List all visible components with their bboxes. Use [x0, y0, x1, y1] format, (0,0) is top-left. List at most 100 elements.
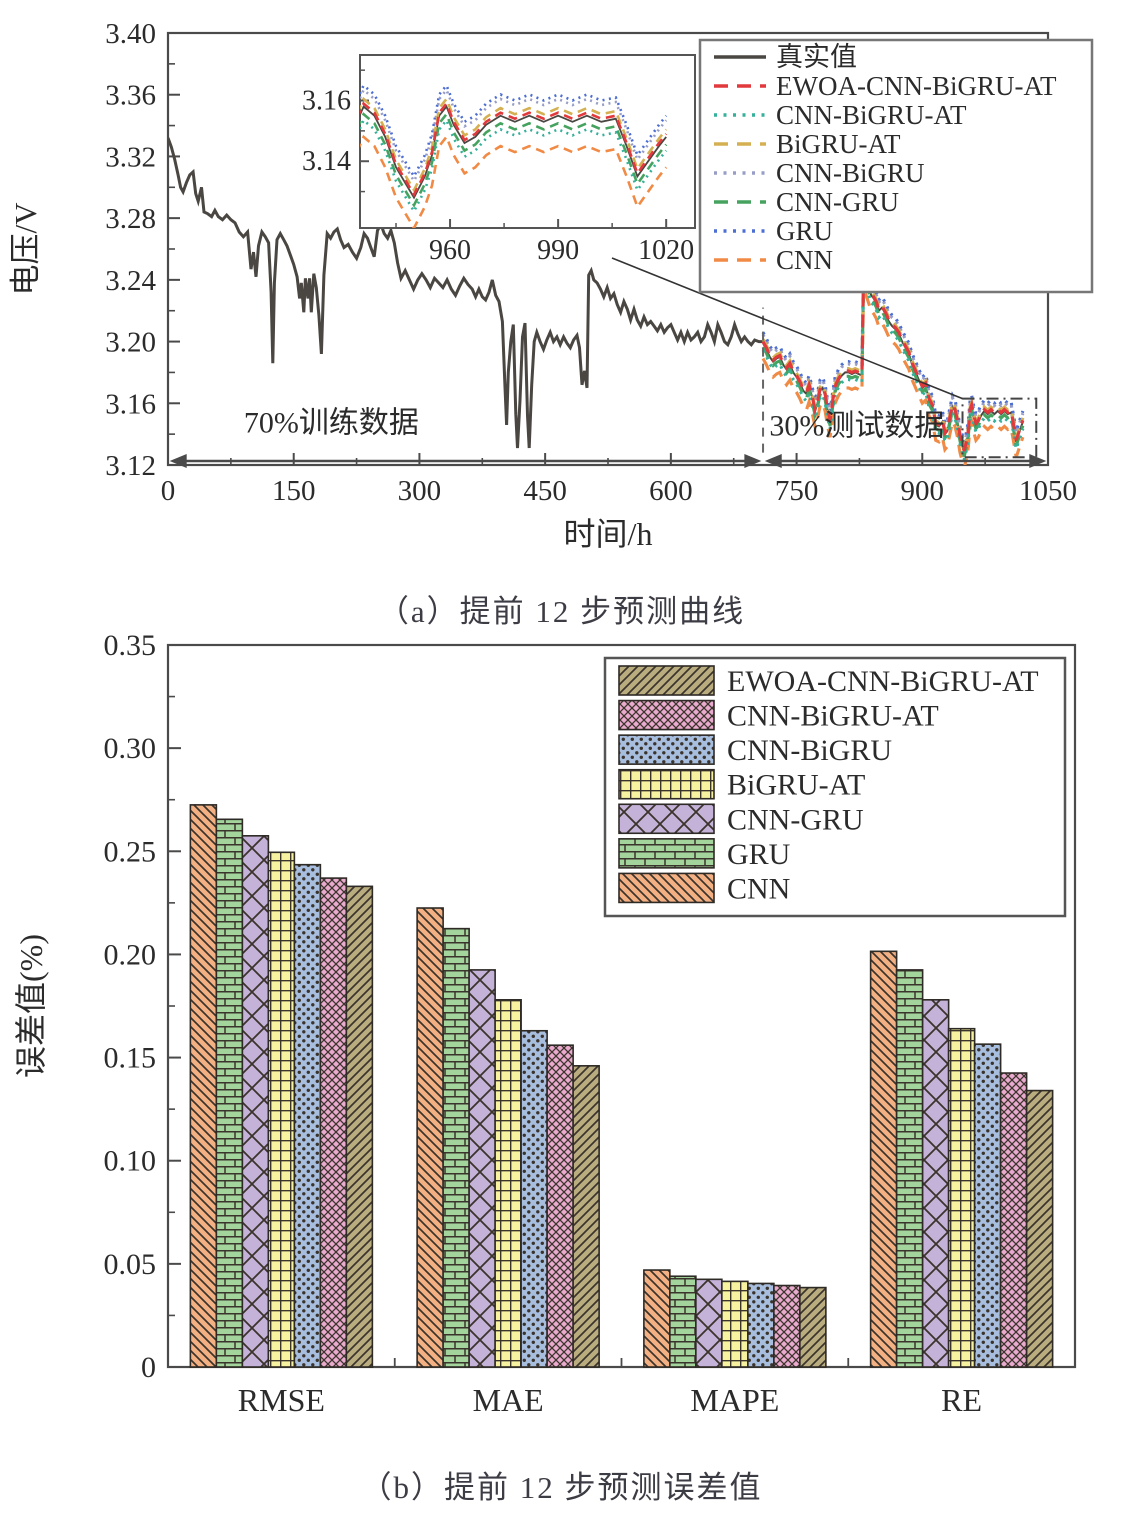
legend-swatch-GRU: [618, 838, 715, 869]
legend-swatch-BiGRU-AT: [618, 768, 715, 800]
y-tick-label: 3.16: [105, 388, 156, 420]
bar-MAE-CNN: [416, 907, 444, 1368]
y-tick-label: 3.12: [105, 450, 156, 482]
bar-MAE-GRU: [442, 927, 470, 1368]
train-range-arrow-left-arrowhead: [169, 454, 187, 468]
bar-RE-CNN-BiGRU: [973, 1043, 1002, 1368]
legend-label-GRU: GRU: [776, 216, 833, 246]
legend-swatch-EWOA-CNN-BiGRU-AT: [618, 665, 715, 696]
x-tick-label: 450: [523, 475, 567, 507]
inset-series-CNN: [360, 134, 668, 228]
legend-label-CNN-GRU: CNN-GRU: [727, 803, 864, 836]
inset-series-GRU: [360, 82, 668, 180]
category-label-MAE: MAE: [473, 1382, 544, 1418]
zoom-source-box: [961, 397, 1038, 459]
y-tick-label: 0.10: [104, 1145, 157, 1178]
line-chart-container: 0 150 300 450 600 750 900 1050 3.12 3.16 3.20 3.24 3…: [0, 0, 1123, 617]
bar-MAPE-GRU: [669, 1275, 697, 1368]
bar-MAPE-CNN: [643, 1269, 671, 1368]
x-tick-label: 0: [161, 475, 176, 507]
zoom-connector-line: [611, 257, 963, 400]
series-CNN: [761, 287, 1025, 465]
x-tick-label: 300: [398, 475, 442, 507]
legend-label-EWOA-CNN-BiGRU-AT: EWOA-CNN-BiGRU-AT: [776, 71, 1057, 101]
bar-RMSE-BiGRU-AT: [267, 851, 296, 1368]
inset-x-tick-label: 960: [429, 235, 471, 266]
caption-a: （a）提前 12 步预测曲线: [377, 594, 746, 629]
legend-swatch-CNN-BiGRU-AT: [618, 699, 715, 731]
bar-RE-EWOA-CNN-BiGRU-AT: [1025, 1089, 1054, 1368]
inset-frame: [359, 54, 696, 229]
category-label-MAPE: MAPE: [690, 1382, 779, 1418]
legend-label-CNN: CNN: [727, 872, 790, 905]
bar-RE-GRU: [895, 969, 924, 1368]
y-tick-label: 0.35: [104, 629, 157, 662]
series-CNN-GRU: [761, 275, 1025, 457]
bar-RMSE-CNN-BiGRU-AT: [319, 877, 348, 1368]
y-tick-label: 0.15: [104, 1042, 157, 1075]
test-label: 30%测试数据: [769, 410, 944, 443]
y-tick-label: 3.24: [105, 265, 156, 297]
bar-MAPE-CNN-BiGRU: [747, 1282, 775, 1368]
inset-series-true: [360, 104, 667, 200]
y-axis-title: 误差值(%): [13, 934, 49, 1078]
bar-RMSE-CNN-BiGRU: [293, 863, 322, 1368]
y-axis-title: 电压/V: [8, 202, 43, 296]
bar-MAPE-CNN-BiGRU-AT: [773, 1284, 801, 1368]
x-tick-label: 1050: [1019, 475, 1077, 507]
legend-label-EWOA-CNN-BiGRU-AT: EWOA-CNN-BiGRU-AT: [727, 665, 1039, 698]
bar-MAE-EWOA-CNN-BiGRU-AT: [572, 1065, 600, 1368]
y-tick-label: 0.30: [104, 732, 157, 765]
category-label-RE: RE: [941, 1382, 982, 1418]
bar-RE-BiGRU-AT: [947, 1027, 976, 1368]
line-chart-svg: 0 150 300 450 600 750 900 1050 3.12 3.16 3.20 3.24 3…: [8, 18, 1094, 552]
bar-MAE-CNN-BiGRU-AT: [546, 1044, 574, 1368]
legend-swatch-CNN-GRU: [618, 803, 715, 835]
legend-swatch-CNN: [618, 872, 715, 904]
legend-label-CNN-BiGRU-AT: CNN-BiGRU-AT: [727, 700, 939, 733]
inset-y-tick-label: 3.14: [302, 146, 351, 177]
legend-label-BiGRU-AT: BiGRU-AT: [727, 769, 865, 802]
legend-label-CNN-GRU: CNN-GRU: [776, 187, 899, 217]
y-tick-label: 0.05: [104, 1248, 157, 1281]
x-tick-label: 750: [775, 475, 819, 507]
y-tick-label: 3.32: [105, 141, 156, 173]
legend-label-CNN-BiGRU: CNN-BiGRU: [727, 734, 892, 767]
legend-label-CNN-BiGRU-AT: CNN-BiGRU-AT: [776, 100, 967, 130]
y-tick-label: 3.40: [105, 18, 156, 50]
legend-label-CNN-BiGRU: CNN-BiGRU: [776, 158, 925, 188]
series-CNN-BiGRU-AT: [761, 278, 1025, 461]
y-tick-label: 0: [141, 1351, 156, 1384]
legend-swatch-CNN-BiGRU: [618, 734, 715, 765]
bar-RMSE-CNN-GRU: [241, 835, 270, 1368]
test-range-arrow-left-arrowhead: [764, 454, 782, 468]
bar-MAE-CNN-BiGRU: [520, 1029, 548, 1368]
bar-MAPE-CNN-GRU: [695, 1278, 723, 1368]
inset-series-EWOA-CNN-BiGRU-AT: [360, 101, 668, 198]
inset-series-CNN-GRU: [360, 111, 668, 208]
train-range-arrow-right-arrowhead: [744, 454, 762, 468]
bar-MAE-BiGRU-AT: [494, 999, 522, 1368]
series-EWOA-CNN-BiGRU-AT: [761, 270, 1025, 452]
line-legend-box: [698, 38, 1094, 294]
legend-label-GRU: GRU: [727, 838, 791, 871]
y-tick-label: 0.20: [104, 938, 157, 971]
category-label-RMSE: RMSE: [238, 1382, 325, 1418]
x-tick-label: 150: [272, 475, 316, 507]
inset-x-tick-label: 990: [537, 235, 579, 266]
bar-MAPE-EWOA-CNN-BiGRU-AT: [799, 1286, 827, 1368]
series-GRU: [761, 260, 1025, 443]
legend-label-真实值: 真实值: [776, 42, 857, 72]
series-true: [168, 137, 763, 449]
y-tick-label: 3.36: [105, 80, 156, 112]
caption-b: （b）提前 12 步预测误差值: [360, 1470, 763, 1505]
y-tick-label: 3.28: [105, 203, 156, 235]
bar-RE-CNN-BiGRU-AT: [999, 1072, 1028, 1368]
bar-RMSE-GRU: [215, 818, 244, 1368]
legend-label-BiGRU-AT: BiGRU-AT: [776, 129, 901, 159]
series-CNN-BiGRU: [761, 263, 1025, 445]
bar-chart-svg: 0 0.05 0.10 0.15 0.20 0.25 0.30 0.35 误差值(%) RMSE M…: [13, 629, 1077, 1418]
bar-RE-CNN-GRU: [921, 999, 950, 1368]
y-tick-label: 0.25: [104, 835, 157, 868]
